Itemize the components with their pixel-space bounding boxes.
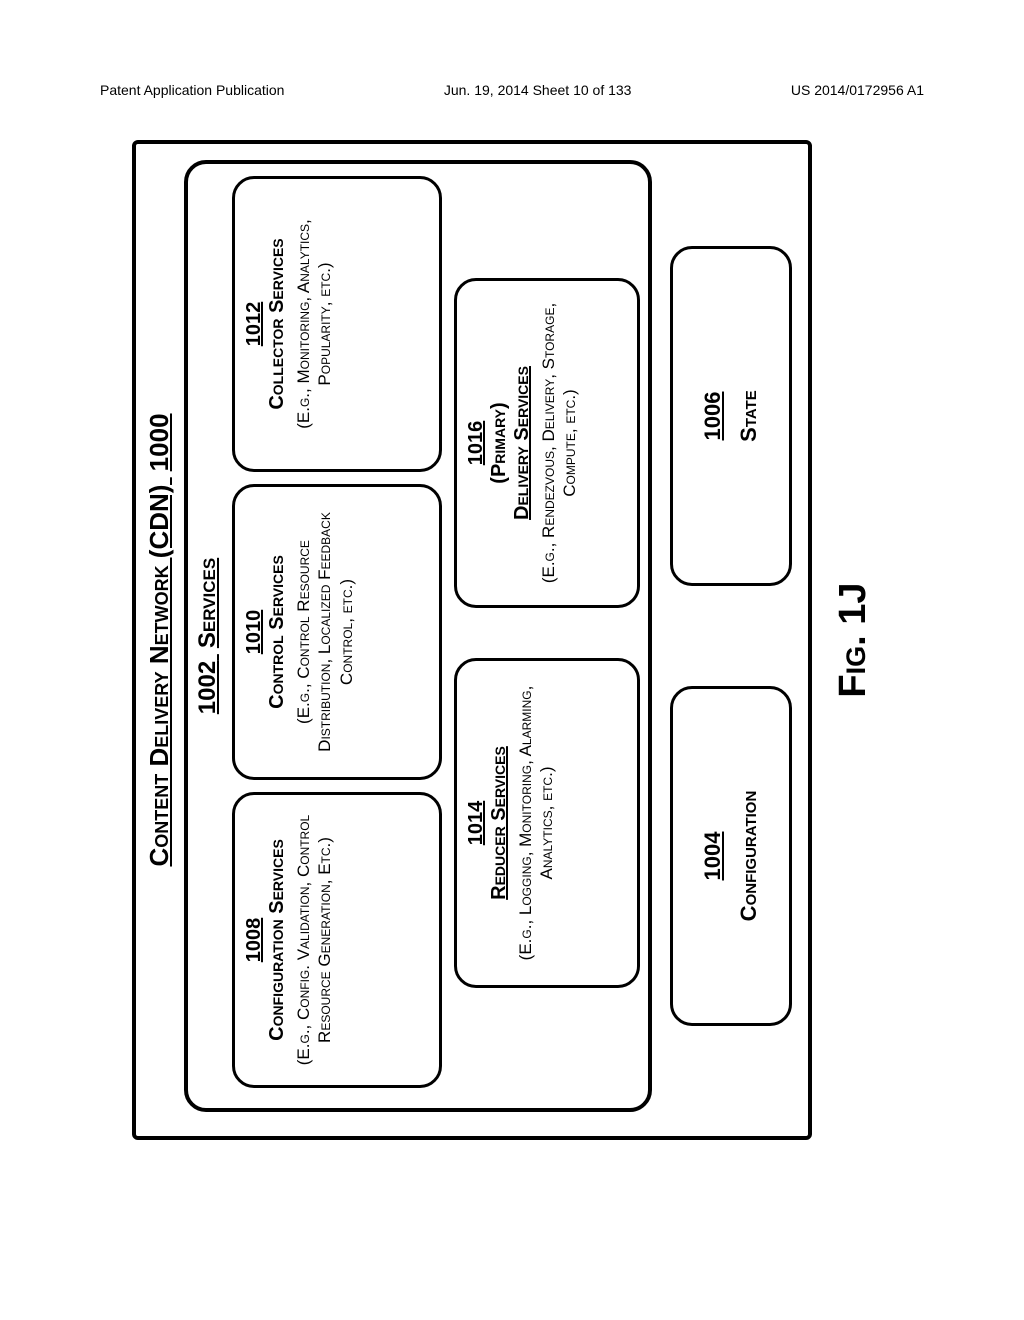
diagram: Content Delivery Network (CDN) 1000 1002…	[132, 140, 892, 1140]
collector-services-eg: (E.g., Monitoring, Analytics, Popularity…	[293, 185, 336, 463]
configuration-box: 1004 Configuration	[670, 686, 792, 1026]
config-services-title: Configuration Services	[266, 839, 289, 1041]
diagram-rotated-wrapper: Content Delivery Network (CDN) 1000 1002…	[132, 140, 892, 1140]
control-services-ref: 1010	[243, 610, 266, 655]
page-header: Patent Application Publication Jun. 19, …	[0, 82, 1024, 98]
figure-caption: Fig. 1J	[832, 140, 875, 1140]
services-title-row: 1002 Services	[194, 164, 222, 1108]
header-right: US 2014/0172956 A1	[791, 82, 924, 98]
reducer-services-title: Reducer Services	[488, 746, 511, 900]
delivery-services-title: Delivery Services	[511, 366, 534, 520]
services-box: 1002 Services 1008 Configuration Service…	[184, 160, 652, 1112]
cdn-title-row: Content Delivery Network (CDN) 1000	[144, 144, 175, 1136]
control-services-eg: (E.g., Control Resource Distribution, Lo…	[293, 493, 357, 771]
collector-services-title: Collector Services	[266, 238, 289, 409]
cdn-ref: 1000	[144, 413, 174, 471]
config-services-ref: 1008	[243, 918, 266, 963]
configuration-ref: 1004	[700, 832, 726, 881]
cdn-title: Content Delivery Network (CDN) 1000	[144, 413, 174, 866]
delivery-services-box: 1016 (Primary) Delivery Services (E.g., …	[454, 278, 640, 608]
state-title: State	[736, 390, 762, 442]
configuration-title: Configuration	[736, 791, 762, 922]
state-box: 1006 State	[670, 246, 792, 586]
collector-services-box: 1012 Collector Services (E.g., Monitorin…	[232, 176, 442, 472]
state-ref: 1006	[700, 392, 726, 441]
services-title: 1002 Services	[194, 558, 221, 714]
figure-label: Fig. 1J	[832, 582, 874, 697]
services-title-text: Services	[194, 558, 221, 648]
reducer-services-ref: 1014	[465, 801, 488, 846]
reducer-services-box: 1014 Reducer Services (E.g., Logging, Mo…	[454, 658, 640, 988]
reducer-services-eg: (E.g., Logging, Monitoring, Alarming, An…	[515, 667, 558, 979]
services-ref: 1002	[194, 661, 221, 714]
config-services-eg: (E.g., Config. Validation, Control Resou…	[293, 801, 336, 1079]
delivery-services-pretitle: (Primary)	[488, 402, 511, 483]
cdn-outer-box: Content Delivery Network (CDN) 1000 1002…	[132, 140, 812, 1140]
config-services-box: 1008 Configuration Services (E.g., Confi…	[232, 792, 442, 1088]
delivery-services-ref: 1016	[465, 421, 488, 466]
header-left: Patent Application Publication	[100, 82, 284, 98]
control-services-box: 1010 Control Services (E.g., Control Res…	[232, 484, 442, 780]
header-center: Jun. 19, 2014 Sheet 10 of 133	[444, 82, 632, 98]
control-services-title: Control Services	[266, 555, 289, 709]
page: Patent Application Publication Jun. 19, …	[0, 0, 1024, 1320]
delivery-services-eg: (E.g., Rendezvous, Delivery, Storage, Co…	[538, 287, 581, 599]
collector-services-ref: 1012	[243, 302, 266, 347]
cdn-title-text: Content Delivery Network (CDN)	[144, 485, 174, 867]
